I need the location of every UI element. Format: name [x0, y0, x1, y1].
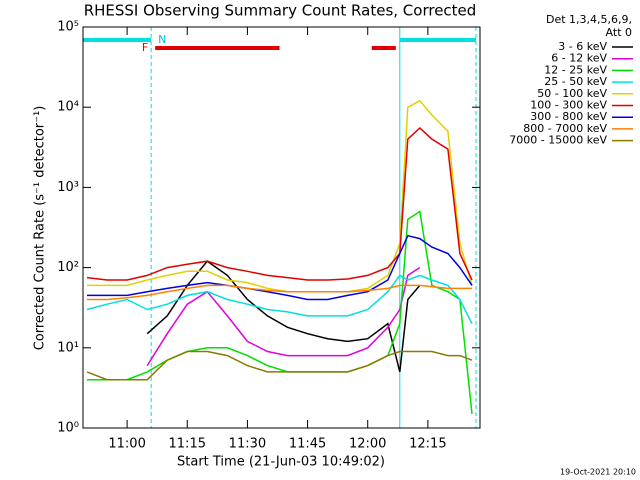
legend-label: 6 - 12 keV — [551, 52, 607, 65]
plot-frame — [82, 26, 481, 429]
series-line — [87, 284, 472, 301]
x-axis-label: Start Time (21-Jun-03 10:49:02) — [177, 455, 385, 470]
legend-label: 50 - 100 keV — [537, 87, 607, 100]
x-tick-label: 12:00 — [349, 437, 386, 452]
series-line — [86, 274, 473, 325]
series-line — [146, 260, 421, 373]
series-line — [86, 350, 473, 381]
x-tick-label: 12:15 — [409, 437, 446, 452]
y-axis-label: Corrected Count Rate (s⁻¹ detector⁻¹) — [33, 106, 48, 351]
series-line — [87, 234, 473, 301]
footer: 19-Oct-2021 20:10 — [560, 468, 636, 477]
x-tick-label: 11:45 — [289, 437, 326, 452]
legend-label: 25 - 50 keV — [544, 75, 607, 88]
legend-label: 3 - 6 keV — [558, 40, 607, 53]
x-tick-label: 11:15 — [169, 437, 206, 452]
y-tick-label: 10³ — [57, 180, 79, 195]
y-tick-label: 10⁰ — [57, 421, 79, 436]
legend-header: Det 1,3,4,5,6,9, — [546, 13, 632, 26]
y-tick-label: 10² — [57, 260, 79, 275]
flag-label: N — [158, 33, 166, 46]
legend-label: 7000 - 15000 keV — [509, 134, 607, 147]
legend-label: 300 - 800 keV — [530, 110, 607, 123]
x-tick-label: 11:00 — [108, 437, 145, 452]
flag-label: F — [142, 41, 148, 54]
y-tick-label: 10⁴ — [57, 100, 79, 115]
series-line — [86, 126, 473, 281]
y-tick-label: 10⁵ — [57, 20, 79, 35]
legend-header: Att 0 — [606, 26, 632, 39]
legend-label: 800 - 7000 keV — [523, 122, 607, 135]
chart-title: RHESSI Observing Summary Count Rates, Co… — [84, 2, 477, 20]
legend-label: 100 - 300 keV — [530, 99, 607, 112]
legend-label: 12 - 25 keV — [544, 63, 607, 76]
y-tick-label: 10¹ — [57, 340, 79, 355]
series-line — [146, 266, 421, 366]
x-tick-label: 11:30 — [229, 437, 266, 452]
